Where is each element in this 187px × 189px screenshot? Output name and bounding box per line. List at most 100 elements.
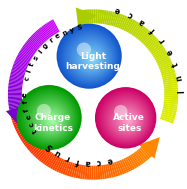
Polygon shape [12, 117, 26, 123]
Polygon shape [75, 164, 80, 178]
Polygon shape [164, 87, 178, 90]
Polygon shape [38, 29, 48, 40]
Polygon shape [151, 45, 164, 55]
Polygon shape [157, 56, 170, 64]
Polygon shape [20, 130, 33, 139]
Polygon shape [141, 146, 151, 158]
Polygon shape [87, 9, 90, 23]
Polygon shape [164, 92, 178, 94]
Polygon shape [12, 66, 26, 72]
Polygon shape [143, 143, 155, 155]
Circle shape [37, 106, 65, 134]
Circle shape [46, 114, 59, 127]
Polygon shape [12, 69, 25, 74]
Polygon shape [52, 157, 60, 170]
Circle shape [119, 111, 137, 130]
Polygon shape [97, 165, 100, 180]
Text: y: y [69, 26, 75, 34]
Circle shape [97, 89, 155, 147]
Polygon shape [128, 20, 137, 33]
Polygon shape [160, 66, 174, 72]
Text: t: t [171, 61, 181, 67]
Polygon shape [106, 11, 111, 25]
Polygon shape [8, 87, 22, 89]
Text: S: S [76, 25, 82, 31]
Polygon shape [105, 164, 109, 178]
Polygon shape [30, 143, 42, 154]
Polygon shape [35, 32, 45, 43]
Polygon shape [163, 79, 177, 83]
Polygon shape [32, 35, 42, 45]
Text: c: c [28, 121, 36, 127]
Polygon shape [8, 92, 22, 94]
Polygon shape [19, 129, 32, 138]
Circle shape [104, 96, 149, 141]
Text: n: n [61, 29, 68, 37]
Polygon shape [162, 112, 176, 117]
Polygon shape [123, 158, 131, 172]
Polygon shape [29, 38, 40, 48]
Circle shape [31, 100, 70, 139]
Circle shape [80, 47, 104, 70]
Polygon shape [144, 35, 155, 46]
Polygon shape [143, 33, 154, 45]
Polygon shape [99, 10, 102, 24]
Polygon shape [37, 30, 47, 41]
Polygon shape [163, 103, 178, 107]
Polygon shape [136, 26, 146, 39]
Polygon shape [158, 60, 172, 67]
Polygon shape [112, 163, 118, 177]
Polygon shape [23, 44, 36, 54]
Polygon shape [160, 64, 173, 71]
Polygon shape [8, 99, 22, 101]
Circle shape [114, 107, 141, 133]
Polygon shape [154, 50, 167, 59]
Polygon shape [78, 164, 82, 179]
Polygon shape [109, 163, 114, 178]
Circle shape [51, 119, 55, 123]
Polygon shape [149, 42, 161, 52]
Circle shape [23, 91, 77, 145]
Polygon shape [9, 105, 23, 108]
Polygon shape [162, 110, 176, 115]
Circle shape [57, 24, 122, 89]
Polygon shape [9, 80, 23, 83]
Polygon shape [125, 157, 133, 171]
Circle shape [85, 52, 100, 67]
Polygon shape [89, 9, 92, 23]
Polygon shape [71, 163, 76, 177]
Polygon shape [9, 106, 23, 110]
Polygon shape [25, 42, 37, 52]
Polygon shape [164, 99, 178, 102]
Polygon shape [10, 112, 24, 117]
Polygon shape [43, 25, 53, 37]
Polygon shape [46, 23, 54, 35]
Polygon shape [138, 149, 148, 161]
Polygon shape [8, 100, 22, 102]
Polygon shape [50, 156, 59, 169]
Polygon shape [164, 96, 178, 98]
Circle shape [82, 49, 102, 69]
Polygon shape [73, 164, 78, 178]
Polygon shape [36, 31, 46, 42]
Polygon shape [18, 53, 31, 61]
Polygon shape [153, 49, 166, 58]
Polygon shape [82, 165, 86, 179]
Polygon shape [136, 150, 146, 162]
Polygon shape [118, 15, 125, 29]
Circle shape [45, 113, 60, 128]
Polygon shape [104, 10, 109, 25]
Circle shape [69, 36, 112, 79]
Polygon shape [8, 102, 22, 105]
Polygon shape [13, 63, 27, 69]
Polygon shape [107, 164, 112, 178]
Circle shape [59, 26, 120, 87]
Circle shape [24, 92, 76, 144]
Polygon shape [102, 10, 107, 24]
Polygon shape [95, 9, 98, 23]
Polygon shape [89, 166, 92, 180]
Polygon shape [15, 122, 28, 129]
Polygon shape [115, 13, 121, 27]
Circle shape [116, 108, 140, 132]
Polygon shape [111, 163, 116, 177]
